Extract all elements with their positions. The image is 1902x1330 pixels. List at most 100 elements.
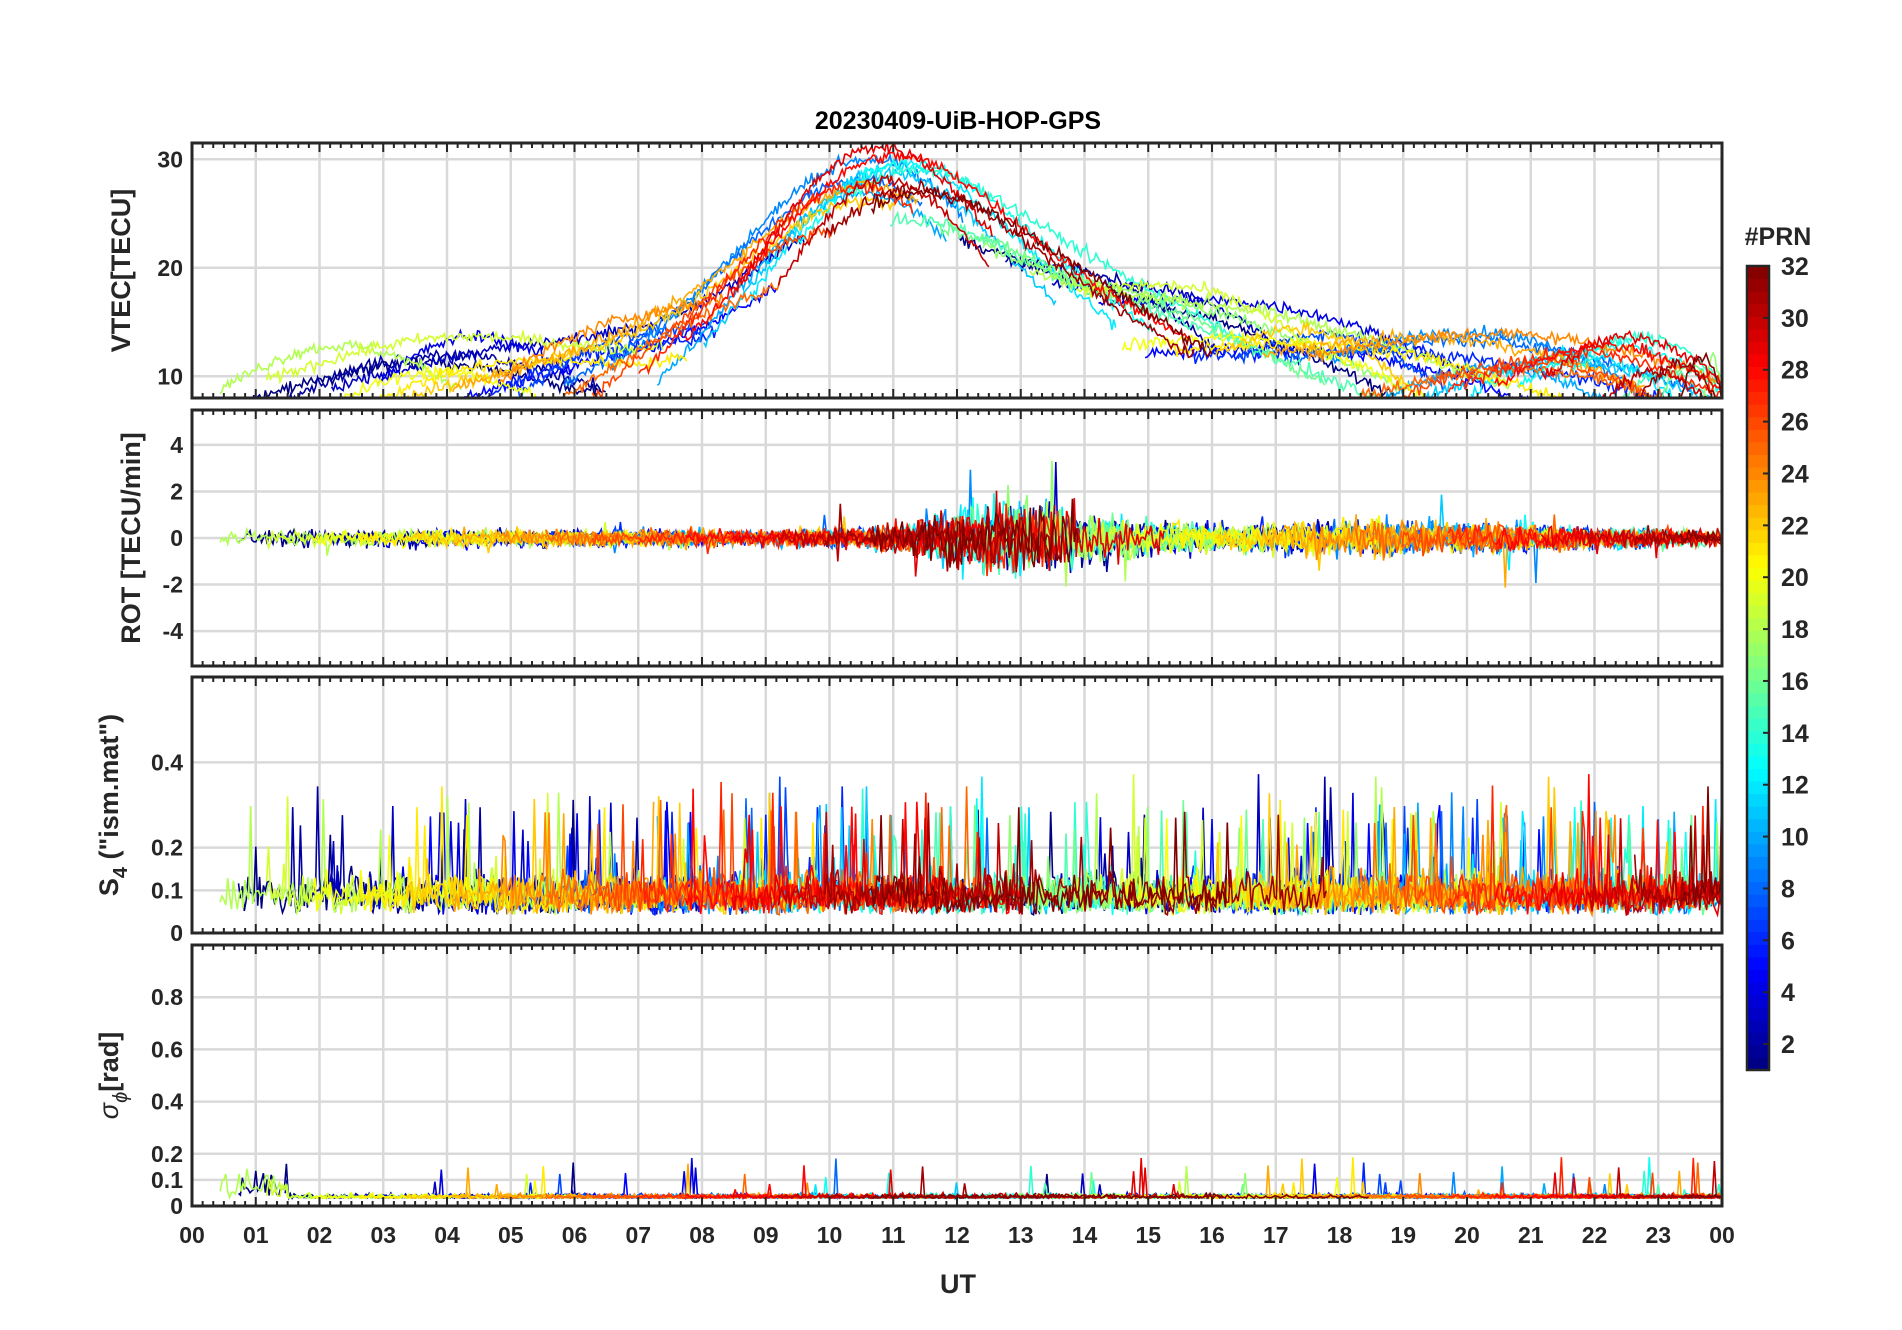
colorbar-bin (1747, 931, 1769, 945)
colorbar-bin (1747, 605, 1769, 619)
series-prn-14 (842, 164, 1248, 347)
colorbar-bin (1747, 969, 1769, 983)
y-tick-label: 0.4 (151, 1089, 183, 1115)
colorbar-bin (1747, 592, 1769, 606)
colorbar-bin (1747, 818, 1769, 832)
x-tick-label: 23 (1645, 1222, 1671, 1248)
colorbar-bin (1747, 554, 1769, 568)
colorbar-tick-label: 14 (1781, 720, 1809, 748)
colorbar-bin (1747, 881, 1769, 895)
colorbar-bin (1747, 642, 1769, 656)
colorbar-tick-label: 28 (1781, 357, 1809, 385)
colorbar-tick-label: 32 (1781, 253, 1809, 281)
colorbar-bin (1747, 755, 1769, 769)
colorbar-bin (1747, 894, 1769, 908)
colorbar-bin (1747, 404, 1769, 418)
y-axis-label-vtec: VTEC[TECU] (106, 189, 136, 353)
series-prn-10 (1377, 1166, 1721, 1200)
series-prn-32 (1680, 529, 1722, 545)
series-prn-5 (1144, 341, 1529, 398)
colorbar-bin (1747, 668, 1769, 682)
panel-vtec: 10 20 30 VTEC[TECU] (106, 141, 1724, 400)
series-group (219, 1157, 1722, 1201)
series-prn-31 (824, 179, 1195, 359)
series-prn-25 (545, 786, 979, 916)
colorbar-bin (1747, 479, 1769, 493)
y-axis-label-rot: ROT [TECU/min] (116, 432, 146, 643)
grid (190, 945, 1724, 1208)
colorbar-tick-label: 18 (1781, 616, 1809, 644)
colorbar-bin (1747, 366, 1769, 380)
colorbar-bin (1747, 793, 1769, 807)
colorbar-title: #PRN (1745, 223, 1812, 251)
panel-sigma_phi: 00.10.2 0.4 0.6 0.8 σϕ[rad] (94, 943, 1724, 1219)
colorbar-bin (1747, 429, 1769, 443)
y-tick-label: 0 (170, 1193, 183, 1219)
x-tick-label: 00 (1709, 1222, 1735, 1248)
y-tick-label: 0 (170, 525, 183, 551)
series-prn-28 (684, 150, 1189, 342)
x-axis-label: UT (940, 1269, 976, 1299)
colorbar-bin (1747, 806, 1769, 820)
colorbar-tick-label: 26 (1781, 409, 1809, 437)
x-tick-label: 20 (1454, 1222, 1480, 1248)
colorbar-bin (1747, 693, 1769, 707)
colorbar-bin (1747, 328, 1769, 342)
colorbar-bin (1747, 517, 1769, 531)
series-prn-6 (480, 325, 717, 398)
y-tick-label: 0.2 (151, 1141, 183, 1167)
series-prn-17 (1702, 351, 1722, 398)
series-prn-26 (591, 224, 836, 398)
series-prn-31 (1633, 834, 1722, 911)
series-prn-25 (1354, 805, 1600, 915)
x-tick-label: 10 (817, 1222, 843, 1248)
series-prn-27 (1448, 785, 1721, 916)
series-prn-30 (1601, 366, 1709, 398)
colorbar-bin (1747, 1044, 1769, 1058)
colorbar-bin (1747, 730, 1769, 744)
x-tick-label: 04 (434, 1222, 460, 1248)
x-tick-label: 17 (1263, 1222, 1289, 1248)
x-axis: 00 01 02 03 04 05 06 07 08 09 10 11 12 13 14 15 16 17 18 19… (179, 1222, 1735, 1248)
colorbar-bin (1747, 1032, 1769, 1046)
colorbar-tick-label: 2 (1781, 1031, 1795, 1059)
y-tick-label: 2 (170, 478, 183, 504)
series-prn-32 (870, 807, 1232, 915)
chart-title: 20230409-UiB-HOP-GPS (815, 107, 1101, 135)
colorbar-bin (1747, 266, 1769, 280)
series-prn-22 (405, 195, 897, 398)
colorbar-bin (1747, 956, 1769, 970)
colorbar-bin (1747, 542, 1769, 556)
y-tick-label: 0 (170, 920, 183, 946)
tick-marks (191, 410, 1723, 666)
colorbar-bin (1747, 994, 1769, 1008)
y-tick-label: -4 (163, 618, 184, 644)
colorbar-bin (1747, 353, 1769, 367)
x-tick-label: 12 (944, 1222, 970, 1248)
colorbar-bin (1747, 291, 1769, 305)
colorbar-bin (1747, 529, 1769, 543)
y-tick-label: 10 (157, 363, 183, 389)
colorbar-bin (1747, 680, 1769, 694)
series-prn-30 (777, 811, 1026, 915)
series-prn-22 (1215, 1158, 1661, 1201)
colorbar-tick-label: 24 (1781, 460, 1809, 488)
series-prn-32 (1681, 1193, 1722, 1199)
x-tick-label: 18 (1327, 1222, 1353, 1248)
y-tick-label: -2 (163, 572, 183, 598)
x-tick-label: 15 (1135, 1222, 1161, 1248)
x-tick-label: 07 (625, 1222, 651, 1248)
x-tick-label: 16 (1199, 1222, 1225, 1248)
colorbar-tick-label: 8 (1781, 875, 1795, 903)
series-prn-32 (870, 185, 1213, 358)
colorbar-bin (1747, 1007, 1769, 1021)
tick-marks (191, 143, 1723, 398)
x-tick-label: 13 (1008, 1222, 1034, 1248)
x-tick-label: 21 (1518, 1222, 1544, 1248)
colorbar-frame (1745, 264, 1771, 1072)
colorbar-bin (1747, 617, 1769, 631)
series-prn-30 (777, 490, 1015, 571)
colorbar-bin (1747, 919, 1769, 933)
colorbar-tick-label: 22 (1781, 512, 1809, 540)
colorbar-bin (1747, 630, 1769, 644)
